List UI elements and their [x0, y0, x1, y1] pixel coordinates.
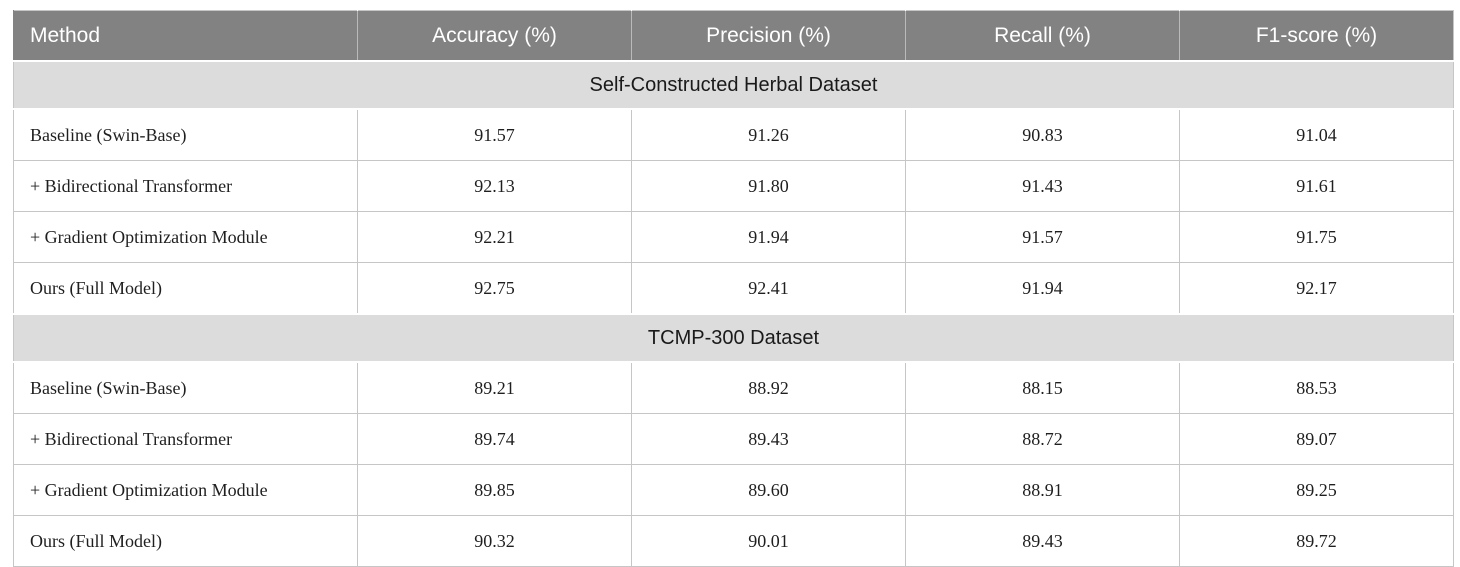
metric-value-cell: 89.25 — [1179, 464, 1454, 516]
method-cell: + Gradient Optimization Module — [13, 211, 358, 263]
table-row: Baseline (Swin-Base) 91.57 91.26 90.83 91.04 — [13, 108, 1454, 161]
metric-value-cell: 91.04 — [1179, 108, 1454, 161]
metric-value-cell: 90.83 — [905, 108, 1180, 161]
table-row: + Bidirectional Transformer 89.74 89.43 88.… — [13, 413, 1454, 465]
method-cell: Baseline (Swin-Base) — [13, 361, 358, 414]
column-header-recall: Recall (%) — [905, 10, 1180, 61]
dataset-section-row: Self-Constructed Herbal Dataset — [13, 60, 1454, 110]
column-header-precision: Precision (%) — [631, 10, 906, 61]
metric-value-cell: 91.43 — [905, 160, 1180, 212]
method-cell: Baseline (Swin-Base) — [13, 108, 358, 161]
metric-value-cell: 92.17 — [1179, 262, 1454, 315]
metric-value-cell: 91.26 — [631, 108, 906, 161]
metric-value-cell: 91.94 — [631, 211, 906, 263]
metric-value-cell: 89.60 — [631, 464, 906, 516]
dataset-section-row: TCMP-300 Dataset — [13, 313, 1454, 363]
method-cell: Ours (Full Model) — [13, 262, 358, 315]
metric-value-cell: 89.85 — [357, 464, 632, 516]
column-header-f1score: F1-score (%) — [1179, 10, 1454, 61]
metric-value-cell: 91.94 — [905, 262, 1180, 315]
column-header-accuracy: Accuracy (%) — [357, 10, 632, 61]
metric-value-cell: 91.75 — [1179, 211, 1454, 263]
metric-value-cell: 89.43 — [631, 413, 906, 465]
results-table-container: Method Accuracy (%) Precision (%) Recall… — [13, 10, 1454, 567]
metric-value-cell: 92.41 — [631, 262, 906, 315]
table-row: + Gradient Optimization Module 92.21 91.94… — [13, 211, 1454, 263]
metric-value-cell: 89.43 — [905, 515, 1180, 567]
method-cell: + Gradient Optimization Module — [13, 464, 358, 516]
metric-value-cell: 91.61 — [1179, 160, 1454, 212]
metric-value-cell: 88.72 — [905, 413, 1180, 465]
metric-value-cell: 89.74 — [357, 413, 632, 465]
method-cell: + Bidirectional Transformer — [13, 413, 358, 465]
metric-value-cell: 90.32 — [357, 515, 632, 567]
metric-value-cell: 88.91 — [905, 464, 1180, 516]
header-row: Method Accuracy (%) Precision (%) Recall… — [13, 10, 1454, 61]
metric-value-cell: 92.13 — [357, 160, 632, 212]
metric-value-cell: 92.21 — [357, 211, 632, 263]
table-row: + Gradient Optimization Module 89.85 89.60… — [13, 464, 1454, 516]
table-row: Ours (Full Model) 90.32 90.01 89.43 89.72 — [13, 515, 1454, 567]
method-cell: + Bidirectional Transformer — [13, 160, 358, 212]
table-row: + Bidirectional Transformer 92.13 91.80 91.… — [13, 160, 1454, 212]
metric-value-cell: 88.92 — [631, 361, 906, 414]
table-row: Ours (Full Model) 92.75 92.41 91.94 92.17 — [13, 262, 1454, 315]
metric-value-cell: 90.01 — [631, 515, 906, 567]
dataset-section-title: Self-Constructed Herbal Dataset — [13, 60, 1454, 110]
dataset-section-title: TCMP-300 Dataset — [13, 313, 1454, 363]
metric-value-cell: 89.72 — [1179, 515, 1454, 567]
metric-value-cell: 92.75 — [357, 262, 632, 315]
metric-value-cell: 88.53 — [1179, 361, 1454, 414]
metric-value-cell: 91.80 — [631, 160, 906, 212]
metric-value-cell: 89.07 — [1179, 413, 1454, 465]
table-row: Baseline (Swin-Base) 89.21 88.92 88.15 88.53 — [13, 361, 1454, 414]
metric-value-cell: 91.57 — [905, 211, 1180, 263]
column-header-method: Method — [13, 10, 358, 61]
metric-value-cell: 88.15 — [905, 361, 1180, 414]
method-cell: Ours (Full Model) — [13, 515, 358, 567]
metric-value-cell: 91.57 — [357, 108, 632, 161]
metric-value-cell: 89.21 — [357, 361, 632, 414]
ablation-results-table: Method Accuracy (%) Precision (%) Recall… — [13, 10, 1454, 567]
